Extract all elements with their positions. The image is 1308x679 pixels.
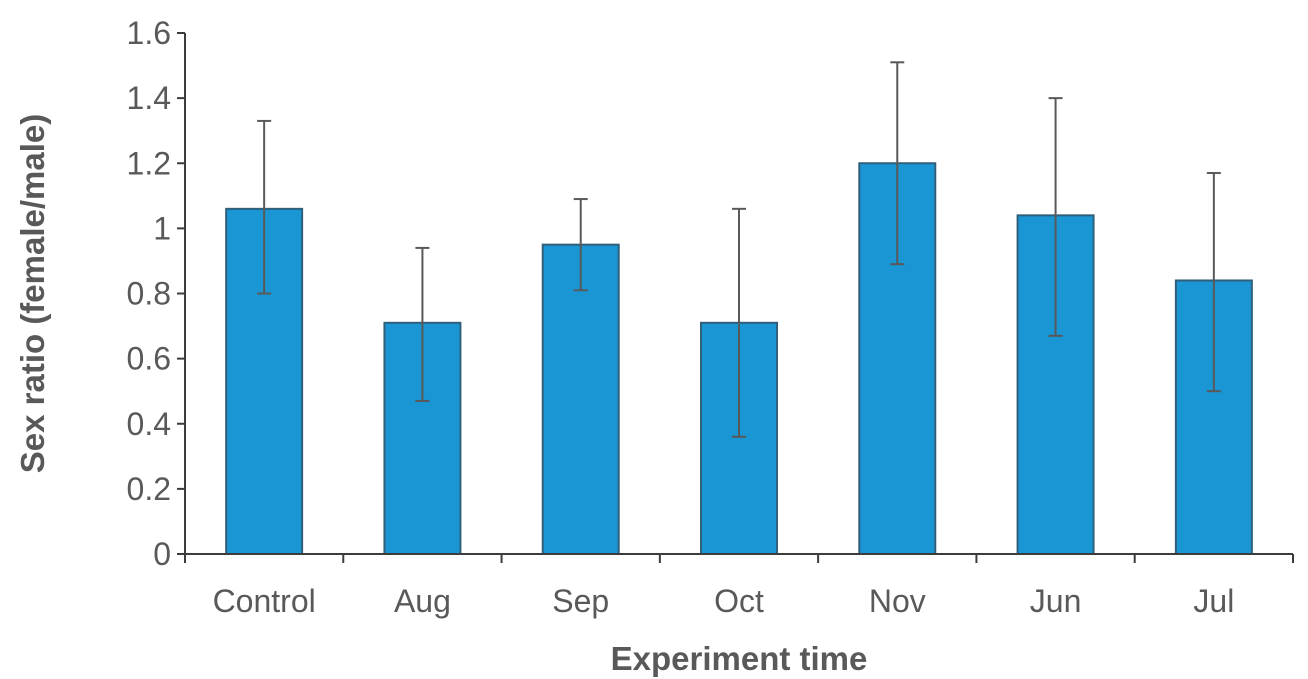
y-tick-label: 0.2 xyxy=(127,471,171,507)
x-tick-label: Jun xyxy=(1030,583,1082,619)
y-tick-label: 0.6 xyxy=(127,341,171,377)
y-tick-label: 0 xyxy=(153,536,171,572)
y-tick-label: 1.6 xyxy=(127,15,171,51)
x-tick-label: Oct xyxy=(714,583,764,619)
error-bars xyxy=(257,61,1221,438)
x-tick-label: Sep xyxy=(552,583,609,619)
y-axis-title: Sex ratio (female/male) xyxy=(14,114,51,474)
x-tick-label: Jul xyxy=(1193,583,1234,619)
x-axis-title: Experiment time xyxy=(611,640,868,677)
x-tick-label: Control xyxy=(213,583,316,619)
y-tick-label: 0.8 xyxy=(127,276,171,312)
y-tick-label: 1.2 xyxy=(127,145,171,181)
x-tick-label: Aug xyxy=(394,583,451,619)
y-tick-label: 1.4 xyxy=(127,80,171,116)
x-tick-label: Nov xyxy=(869,583,926,619)
x-axis-ticks: Control Aug Sep Oct Nov Jun Jul xyxy=(184,554,1294,619)
y-axis-ticks: 0 0.2 0.4 0.6 0.8 1 1.2 1.4 1.6 xyxy=(127,15,185,572)
y-tick-label: 1 xyxy=(153,210,171,246)
y-tick-label: 0.4 xyxy=(127,406,171,442)
